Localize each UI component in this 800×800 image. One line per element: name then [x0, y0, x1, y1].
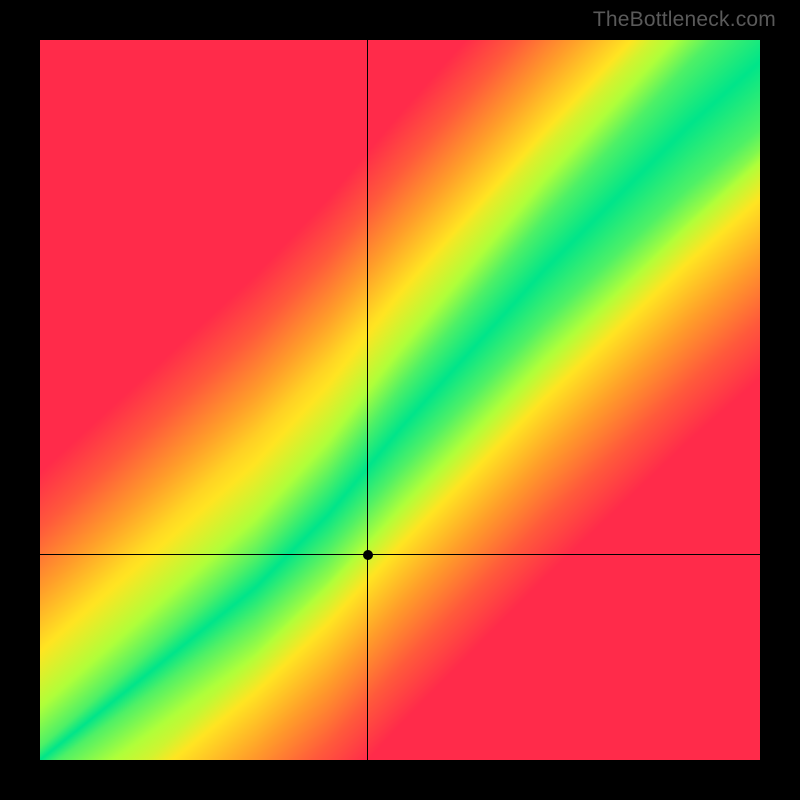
- watermark-text: TheBottleneck.com: [593, 8, 776, 32]
- heatmap-canvas: [40, 40, 760, 760]
- plot-area: [40, 40, 760, 760]
- crosshair-point: [363, 550, 373, 560]
- crosshair-vertical: [367, 40, 368, 760]
- crosshair-horizontal: [40, 554, 760, 555]
